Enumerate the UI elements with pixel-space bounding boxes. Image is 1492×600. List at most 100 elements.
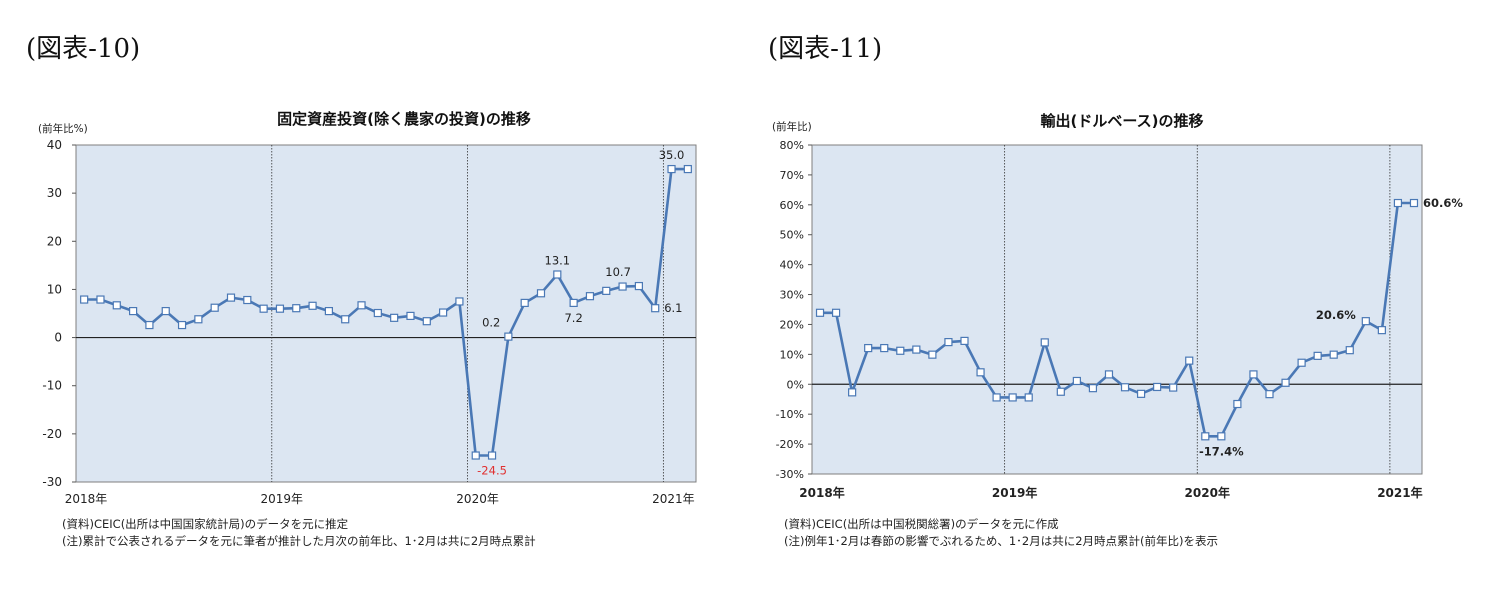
data-point [96,295,105,304]
data-point [569,298,578,308]
data-point [1393,198,1403,208]
data-point [1233,399,1242,409]
y-tick-label: 30 [47,186,62,200]
data-label: 20.6% [1316,308,1356,322]
x-tick-label: 2020年 [456,492,499,506]
data-point [259,304,268,313]
y-tick-label: 0 [54,331,62,345]
data-point [80,295,89,304]
x-tick-label: 2019年 [992,485,1037,500]
data-point [292,304,301,313]
data-point [1072,376,1081,386]
data-label: 0.2 [482,316,500,330]
data-point [553,270,562,279]
y-tick-label: -30% [776,468,804,481]
data-point [683,164,692,174]
data-point [536,289,546,298]
y-tick-label: 20 [47,234,62,248]
data-point [1040,338,1049,347]
data-point [1409,198,1419,208]
data-point [439,308,448,317]
y-tick-label: -20% [776,438,804,451]
x-tick-label: 2019年 [261,492,304,506]
data-point [1329,350,1338,359]
footnote: (注)累計で公表されるデータを元に筆者が推計した月次の前年比、1･2月は共に2月… [62,534,536,548]
y-tick-label: 0% [787,378,804,391]
data-point [520,298,529,308]
figure-label: (図表-10) [26,34,141,64]
data-point [471,451,480,460]
data-label: -24.5 [477,464,507,478]
data-point [373,308,382,318]
figure-10-panel: (図表-10) 固定資産投資(除く農家の投資)の推移 (前年比%) -30 -20 -1… [26,34,697,548]
data-point [992,393,1001,402]
data-point [651,304,660,313]
source-note: (資料)CEIC(出所は中国国家統計局)のデータを元に推定 [62,517,349,531]
data-point [831,308,841,317]
y-tick-label: 80% [780,139,804,152]
data-point [944,338,953,347]
y-tick-label: -10 [42,379,62,393]
data-label: 13.1 [545,254,571,268]
data-point [406,311,415,321]
data-point [815,308,825,317]
data-point [1088,384,1098,393]
data-point [487,451,497,460]
data-point [129,306,138,316]
data-point [1313,351,1322,360]
data-point [504,332,513,341]
data-point [1249,370,1258,379]
y-tick-label: 10% [780,348,804,361]
data-point [161,306,170,316]
data-point [275,304,285,313]
data-point [324,306,333,316]
y-tick-label: 40% [780,259,804,272]
data-point [585,292,595,301]
y-tick-label: -10% [776,408,804,421]
data-label: 60.6% [1423,196,1463,210]
data-point [960,336,969,346]
data-point [1169,383,1178,392]
data-point [1217,432,1226,441]
data-point [976,368,985,377]
x-tick-label: 2021年 [652,492,695,506]
data-point [912,345,921,354]
chart-title: 固定資産投資(除く農家の投資)の推移 [277,110,531,128]
data-point [1297,358,1306,367]
y-tick-label: -30 [42,475,62,489]
data-label: 6.1 [664,301,682,315]
y-tick-label: 30% [780,289,804,302]
data-point [1201,432,1210,441]
y-tick-label: 40 [47,138,62,152]
y-tick-label: 20% [780,318,804,331]
fixed-asset-investment-chart: 固定資産投資(除く農家の投資)の推移 (前年比%) -30 -20 -10 0 10 20 30… [38,110,697,506]
data-point [226,293,236,302]
data-point [1120,383,1130,392]
x-tick-label: 2018年 [65,492,108,506]
data-point [1056,387,1065,396]
data-point [618,282,627,291]
y-tick-label: 60% [780,199,804,212]
data-point [1008,393,1017,402]
data-point [1104,370,1114,379]
data-point [634,281,643,291]
data-point [177,320,187,330]
plot-area [75,144,697,483]
exports-chart: 輸出(ドルベース)の推移 (前年比) -30% -20% -10% 0% 10% 20% 30%… [772,112,1463,500]
x-tick-label: 2018年 [799,485,844,500]
data-point [1024,393,1033,402]
figure-label: (図表-11) [768,34,883,64]
data-point [308,301,317,310]
y-tick-label: 10 [47,282,62,296]
data-point [455,297,464,306]
data-point [243,295,252,305]
data-point [928,350,937,359]
data-point [1153,382,1162,392]
data-point [1281,378,1290,387]
data-label: 7.2 [564,311,582,325]
data-point [145,320,154,330]
plot-area [811,144,1423,475]
data-point [1265,390,1274,399]
data-label: -17.4% [1199,444,1244,458]
data-point [864,343,873,353]
